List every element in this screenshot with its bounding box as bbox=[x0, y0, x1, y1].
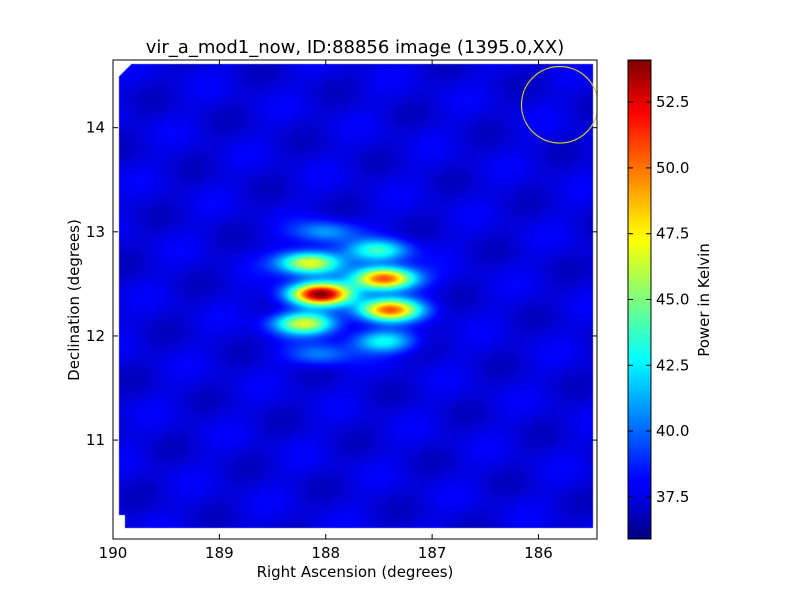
colorbar-ticks: 37.5 40.0 42.5 45.0 47.5 50.0 52.5 bbox=[628, 93, 689, 506]
colorbar-tick-label: 47.5 bbox=[656, 225, 689, 243]
x-tick-label: 187 bbox=[418, 544, 447, 562]
y-tick-label: 11 bbox=[86, 431, 105, 449]
map-plot-area bbox=[112, 59, 598, 540]
colorbar-tick-label: 52.5 bbox=[656, 93, 689, 111]
x-axis-label: Right Ascension (degrees) bbox=[257, 563, 454, 581]
y-axis-ticks: 11 12 13 14 bbox=[86, 119, 597, 449]
colorbar-tick-label: 37.5 bbox=[656, 488, 689, 506]
colorbar-tick-label: 42.5 bbox=[656, 356, 689, 374]
x-tick-label: 189 bbox=[205, 544, 234, 562]
axes-frame bbox=[112, 59, 598, 540]
y-tick-label: 12 bbox=[86, 327, 105, 345]
colorbar-tick-label: 40.0 bbox=[656, 422, 689, 440]
y-tick-label: 14 bbox=[86, 119, 105, 137]
colorbar-tick-label: 45.0 bbox=[656, 291, 689, 309]
heatmap-image bbox=[113, 60, 597, 539]
x-tick-label: 186 bbox=[524, 544, 553, 562]
colorbar-label: Power in Kelvin bbox=[695, 243, 713, 357]
colorbar-tick-label: 50.0 bbox=[656, 159, 689, 177]
x-tick-label: 188 bbox=[311, 544, 340, 562]
y-axis-label: Declination (degrees) bbox=[65, 219, 83, 381]
beam-circle bbox=[520, 65, 597, 144]
colorbar: 37.5 40.0 42.5 45.0 47.5 50.0 52.5 Power in Ke… bbox=[627, 59, 713, 540]
x-tick-label: 190 bbox=[99, 544, 128, 562]
y-tick-label: 13 bbox=[86, 223, 105, 241]
chart-title: vir_a_mod1_now, ID:88856 image (1395.0,X… bbox=[146, 37, 565, 58]
x-axis-ticks: 190 189 188 187 186 bbox=[99, 60, 553, 562]
